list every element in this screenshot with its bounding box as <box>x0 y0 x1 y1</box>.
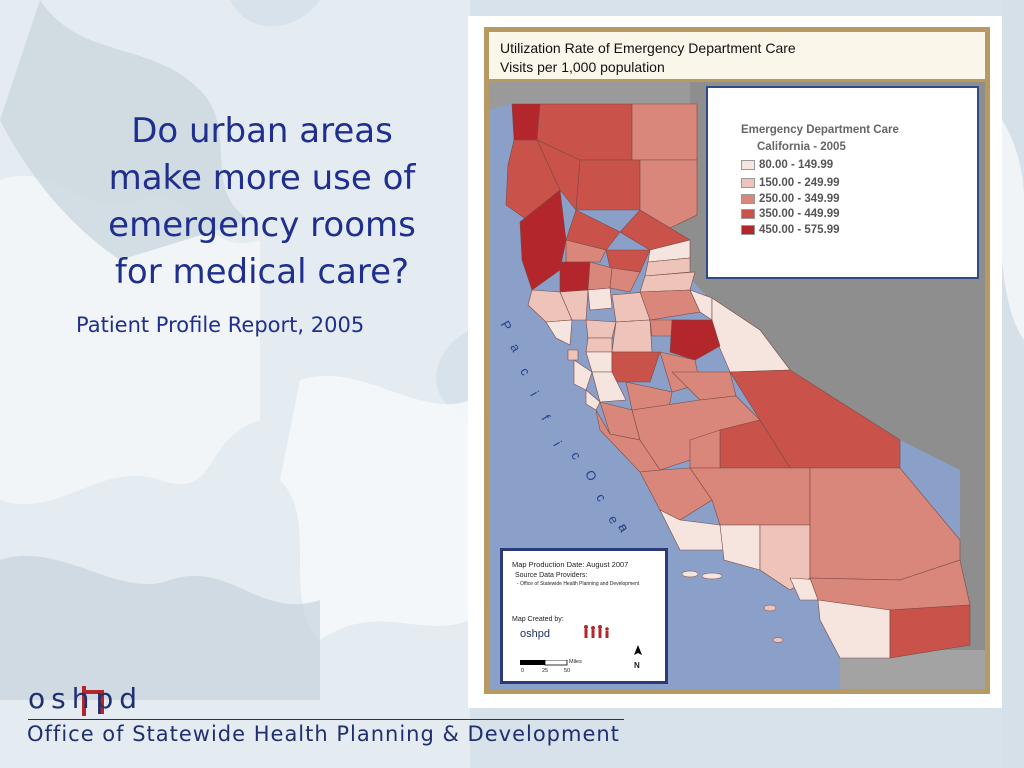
county-del-norte <box>511 103 541 141</box>
legend-subtitle: California - 2005 <box>757 141 846 153</box>
legend-title: Emergency Department Care <box>741 124 899 136</box>
county-tuolumne <box>669 319 721 361</box>
legend-label: 450.00 - 575.99 <box>759 224 840 236</box>
channel-island <box>681 570 699 578</box>
county-el-dorado <box>639 289 701 321</box>
scale-tick: 50 <box>564 668 571 674</box>
county-solano <box>585 319 617 339</box>
county-san-francisco <box>567 349 579 361</box>
county-shasta <box>575 159 641 211</box>
county-stanislaus <box>611 351 661 383</box>
scale-label: Miles <box>569 659 582 665</box>
counties <box>505 103 971 659</box>
info-logo: oshpd <box>520 628 550 640</box>
mexico-landmass <box>840 650 985 689</box>
county-san-mateo <box>573 359 593 391</box>
legend-label: 80.00 - 149.99 <box>759 159 834 171</box>
slide-title-line: Do urban areas <box>131 111 393 151</box>
county-imperial <box>889 604 971 659</box>
county-santa-barbara <box>659 509 725 551</box>
source-label: Source Data Providers: <box>515 572 588 579</box>
map-header <box>489 32 985 82</box>
scale-tick: 0 <box>521 668 525 674</box>
channel-island <box>772 637 784 643</box>
scale-bar <box>520 660 568 666</box>
north-label: N <box>634 661 640 670</box>
slide-subtitle: Patient Profile Report, 2005 <box>76 313 365 337</box>
oregon-landmass <box>489 82 690 110</box>
scale-tick: 25 <box>542 668 549 674</box>
legend-swatch <box>741 209 755 219</box>
slide-title-line: emergency rooms <box>108 205 416 245</box>
county-san-diego <box>817 599 891 659</box>
legend-swatch <box>741 194 755 204</box>
county-ventura <box>719 524 761 571</box>
county-yolo <box>587 287 613 311</box>
source-value: - Office of Statewide Health Planning an… <box>517 581 640 587</box>
county-san-bernardino <box>809 467 961 581</box>
county-colusa <box>587 261 613 291</box>
footer-divider <box>28 719 624 720</box>
legend-label: 350.00 - 449.99 <box>759 208 840 220</box>
channel-island <box>701 572 723 580</box>
county-modoc <box>631 103 698 161</box>
oshpd-logo <box>82 686 104 716</box>
county-san-joaquin <box>611 319 653 353</box>
county-nevada <box>644 257 691 277</box>
created-by-label: Map Created by: <box>512 616 564 623</box>
county-glenn <box>565 239 607 263</box>
footer-logo-text: oshpd <box>28 682 144 715</box>
legend-swatch <box>741 160 755 170</box>
county-santa-clara <box>591 371 627 403</box>
people-logo-icon <box>584 625 609 638</box>
county-contra-costa <box>585 337 613 353</box>
legend-label: 250.00 - 349.99 <box>759 193 840 205</box>
county-sutter <box>609 267 641 293</box>
channel-island <box>763 604 777 612</box>
legend-label: 150.00 - 249.99 <box>759 177 840 189</box>
footer-org-name: Office of Statewide Health Planning & De… <box>27 722 620 746</box>
slide-title-line: for medical care? <box>114 252 410 292</box>
production-date: Map Production Date: August 2007 <box>512 560 629 569</box>
north-arrow-icon <box>634 645 642 655</box>
map-title: Utilization Rate of Emergency Department… <box>500 40 796 56</box>
county-lassen <box>639 159 698 229</box>
slide-title: Do urban areas make more use of emergenc… <box>62 108 462 296</box>
legend-swatch <box>741 178 755 188</box>
county-alameda <box>585 351 613 373</box>
map-subtitle: Visits per 1,000 population <box>500 59 665 75</box>
county-lake <box>559 261 591 293</box>
slide-title-line: make more use of <box>108 158 416 198</box>
county-marin <box>545 319 573 346</box>
legend-swatch <box>741 225 755 235</box>
